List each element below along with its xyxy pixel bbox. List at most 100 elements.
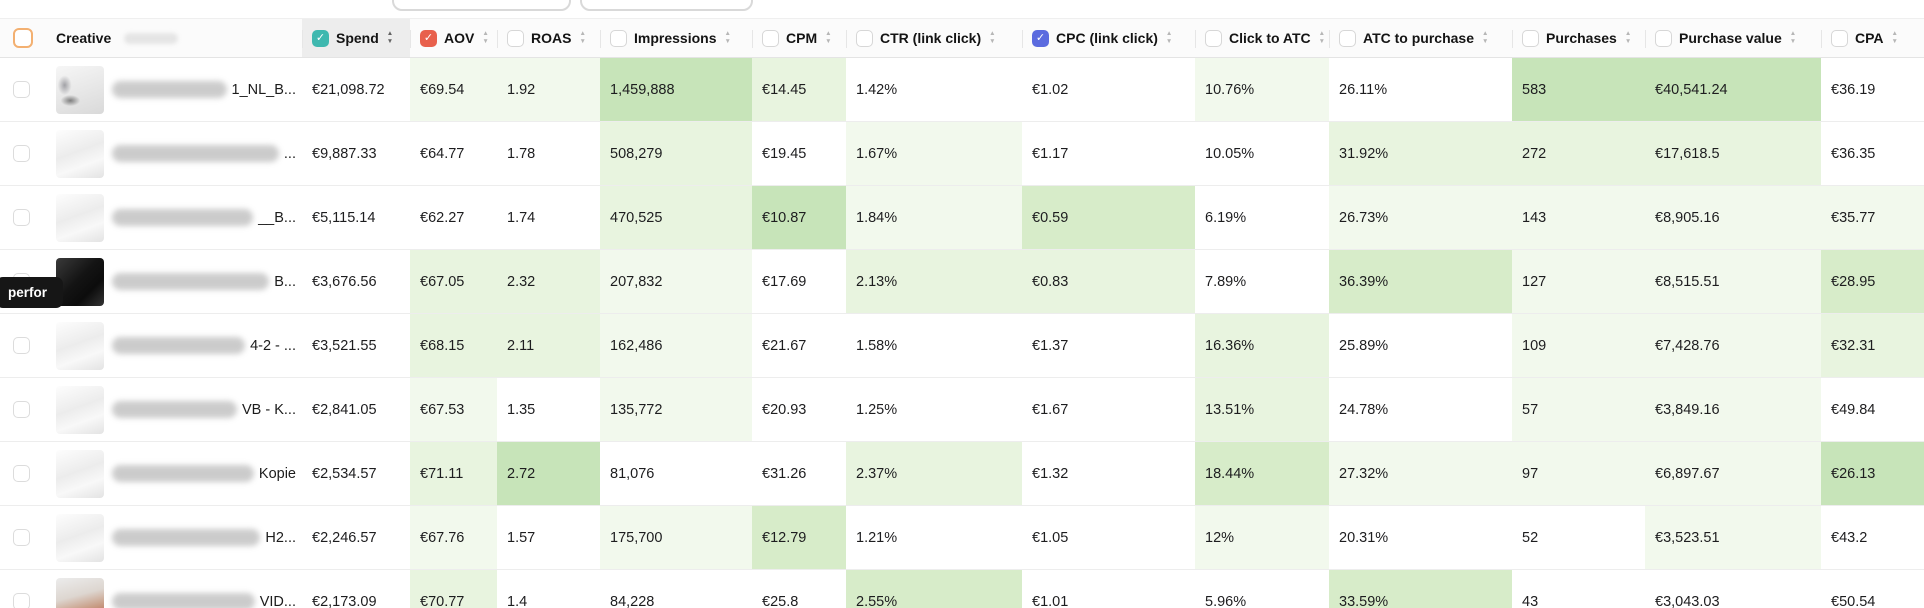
column-header-purchases[interactable]: ✓ Purchases ▲▼ xyxy=(1512,19,1645,57)
column-header-cpa[interactable]: ✓ CPA ▲▼ xyxy=(1821,19,1924,57)
cell-purchase_value: €6,897.67 xyxy=(1645,442,1821,505)
cell-aov: €64.77 xyxy=(410,122,497,185)
cell-aov: €71.11 xyxy=(410,442,497,505)
column-checkbox[interactable]: ✓ xyxy=(507,29,524,47)
table-body: 1_NL_B... €21,098.72 €69.54 1.92 1,459,888 €… xyxy=(0,58,1924,608)
row-checkbox[interactable] xyxy=(13,209,30,226)
creative-cell[interactable]: VB - K... xyxy=(48,378,302,441)
creative-column-header[interactable]: Creative xyxy=(48,19,302,57)
cell-atc_to_purchase: 24.78% xyxy=(1329,378,1512,441)
toolbar xyxy=(0,0,1924,18)
cell-aov: €67.76 xyxy=(410,506,497,569)
column-header-roas[interactable]: ✓ ROAS ▲▼ xyxy=(497,19,600,57)
cell-spend: €3,521.55 xyxy=(302,314,410,377)
cell-purchase_value: €3,849.16 xyxy=(1645,378,1821,441)
cell-purchases: 127 xyxy=(1512,250,1645,313)
row-checkbox[interactable] xyxy=(13,593,30,608)
column-checkbox[interactable]: ✓ xyxy=(610,29,627,47)
cell-cpc: €1.01 xyxy=(1022,570,1195,608)
cell-roas: 1.4 xyxy=(497,570,600,608)
column-checkbox[interactable]: ✓ xyxy=(1205,29,1222,47)
cell-cpm: €14.45 xyxy=(752,58,846,121)
row-checkbox[interactable] xyxy=(13,81,30,98)
table-row: VID... €2,173.09 €70.77 1.4 84,228 €25.8 2.55… xyxy=(0,570,1924,608)
cell-purchases: 272 xyxy=(1512,122,1645,185)
row-select-cell xyxy=(0,506,48,569)
column-header-impressions[interactable]: ✓ Impressions ▲▼ xyxy=(600,19,752,57)
row-checkbox[interactable] xyxy=(13,465,30,482)
cell-cpm: €20.93 xyxy=(752,378,846,441)
sort-icon[interactable]: ▲ ▼ xyxy=(1165,30,1173,45)
column-checkbox[interactable]: ✓ xyxy=(1339,29,1356,47)
creative-cell[interactable]: VID... xyxy=(48,570,302,608)
sort-icon[interactable]: ▲ ▼ xyxy=(724,30,731,45)
cell-cpm: €21.67 xyxy=(752,314,846,377)
toolbar-control-left[interactable] xyxy=(392,0,571,11)
cell-spend: €21,098.72 xyxy=(302,58,410,121)
column-checkbox[interactable]: ✓ xyxy=(762,29,779,47)
creative-cell[interactable]: __B... xyxy=(48,186,302,249)
sort-icon[interactable]: ▲ ▼ xyxy=(1318,30,1326,45)
row-checkbox[interactable] xyxy=(13,401,30,418)
cell-roas: 1.92 xyxy=(497,58,600,121)
creative-cell[interactable]: ... xyxy=(48,122,302,185)
sort-icon[interactable]: ▲ ▼ xyxy=(1789,30,1797,45)
creative-cell[interactable]: 4-2 - ... xyxy=(48,314,302,377)
column-label: CPM xyxy=(786,30,818,46)
select-all-checkbox[interactable] xyxy=(13,28,33,48)
row-checkbox[interactable] xyxy=(13,529,30,546)
creative-cell[interactable]: B... xyxy=(48,250,302,313)
creative-cell[interactable]: H2... xyxy=(48,506,302,569)
creative-cell[interactable]: 1_NL_B... xyxy=(48,58,302,121)
sort-icon[interactable]: ▲ ▼ xyxy=(482,30,489,45)
creative-thumbnail xyxy=(56,193,104,242)
cell-purchases: 57 xyxy=(1512,378,1645,441)
toolbar-control-right[interactable] xyxy=(580,0,753,11)
sort-icon[interactable]: ▲ ▼ xyxy=(386,30,394,45)
cell-cpm: €25.8 xyxy=(752,570,846,608)
row-select-cell xyxy=(0,570,48,608)
column-checkbox[interactable]: ✓ xyxy=(420,29,437,47)
creative-name: H2... xyxy=(104,529,296,546)
sort-icon[interactable]: ▲ ▼ xyxy=(579,30,586,45)
column-header-aov[interactable]: ✓ AOV ▲ ▼ xyxy=(410,19,497,57)
cell-ctr: 2.37% xyxy=(846,442,1022,505)
sort-icon[interactable]: ▲ ▼ xyxy=(1891,30,1898,45)
column-checkbox[interactable]: ✓ xyxy=(1655,29,1672,47)
column-checkbox[interactable]: ✓ xyxy=(856,29,873,47)
cell-atc_to_purchase: 31.92% xyxy=(1329,122,1512,185)
column-header-ctr[interactable]: ✓ CTR (link click) ▲▼ xyxy=(846,19,1022,57)
column-label: ROAS xyxy=(531,30,572,46)
column-checkbox[interactable]: ✓ xyxy=(1522,29,1539,47)
sort-icon[interactable]: ▲ ▼ xyxy=(989,30,996,45)
table-row: VB - K... €2,841.05 €67.53 1.35 135,772 €20.… xyxy=(0,378,1924,442)
column-header-spend[interactable]: ✓ Spend ▲ ▼ xyxy=(302,19,410,57)
creative-thumbnail xyxy=(56,129,104,178)
sort-icon[interactable]: ▲ ▼ xyxy=(1624,30,1632,45)
cell-spend: €2,246.57 xyxy=(302,506,410,569)
check-icon: ✓ xyxy=(315,31,326,44)
cell-cpa: €36.19 xyxy=(1821,58,1924,121)
sort-icon[interactable]: ▲ ▼ xyxy=(825,30,832,45)
column-header-purchase_value[interactable]: ✓ Purchase value ▲▼ xyxy=(1645,19,1821,57)
creative-cell[interactable]: Kopie xyxy=(48,442,302,505)
column-header-cpm[interactable]: ✓ CPM ▲▼ xyxy=(752,19,846,57)
cell-purchases: 52 xyxy=(1512,506,1645,569)
row-checkbox[interactable] xyxy=(13,145,30,162)
cell-cpa: €36.35 xyxy=(1821,122,1924,185)
column-header-cpc[interactable]: ✓ CPC (link click) ▲ ▼ xyxy=(1022,19,1195,57)
column-label: CPC (link click) xyxy=(1056,30,1158,46)
sort-icon[interactable]: ▲ ▼ xyxy=(1481,30,1489,45)
column-checkbox[interactable]: ✓ xyxy=(1831,29,1848,47)
column-checkbox[interactable]: ✓ xyxy=(1032,29,1049,47)
column-header-atc_to_purchase[interactable]: ✓ ATC to purchase ▲▼ xyxy=(1329,19,1512,57)
row-checkbox[interactable] xyxy=(13,337,30,354)
redacted-name-blur xyxy=(112,593,255,608)
column-checkbox[interactable]: ✓ xyxy=(312,29,329,47)
column-header-click_to_atc[interactable]: ✓ Click to ATC ▲▼ xyxy=(1195,19,1329,57)
cell-purchase_value: €7,428.76 xyxy=(1645,314,1821,377)
cell-atc_to_purchase: 33.59% xyxy=(1329,570,1512,608)
cell-ctr: 1.67% xyxy=(846,122,1022,185)
cell-roas: 1.35 xyxy=(497,378,600,441)
creative-name: B... xyxy=(104,273,296,290)
